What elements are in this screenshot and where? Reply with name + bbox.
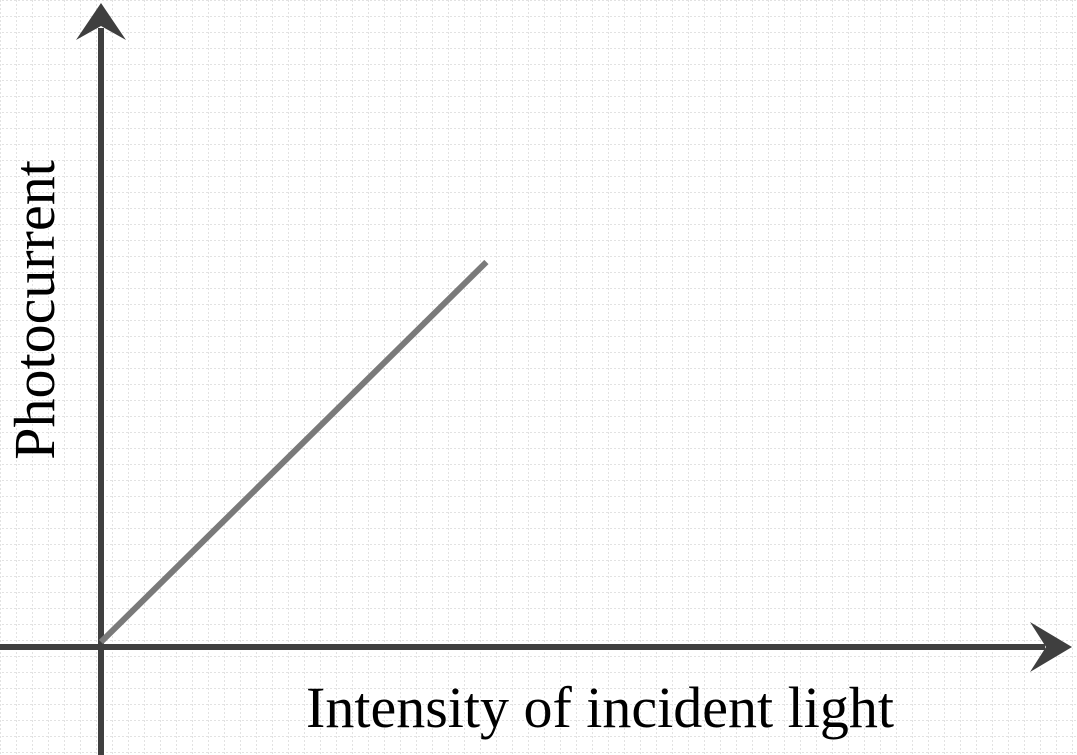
series-layer	[98, 259, 489, 645]
series-line-1	[98, 259, 489, 645]
y-axis-arrow-icon	[76, 3, 126, 40]
x-axis-label: Intensity of incident light	[306, 675, 894, 740]
y-axis-label: Photocurrent	[2, 160, 67, 460]
x-axis-arrow-icon	[1030, 622, 1072, 672]
